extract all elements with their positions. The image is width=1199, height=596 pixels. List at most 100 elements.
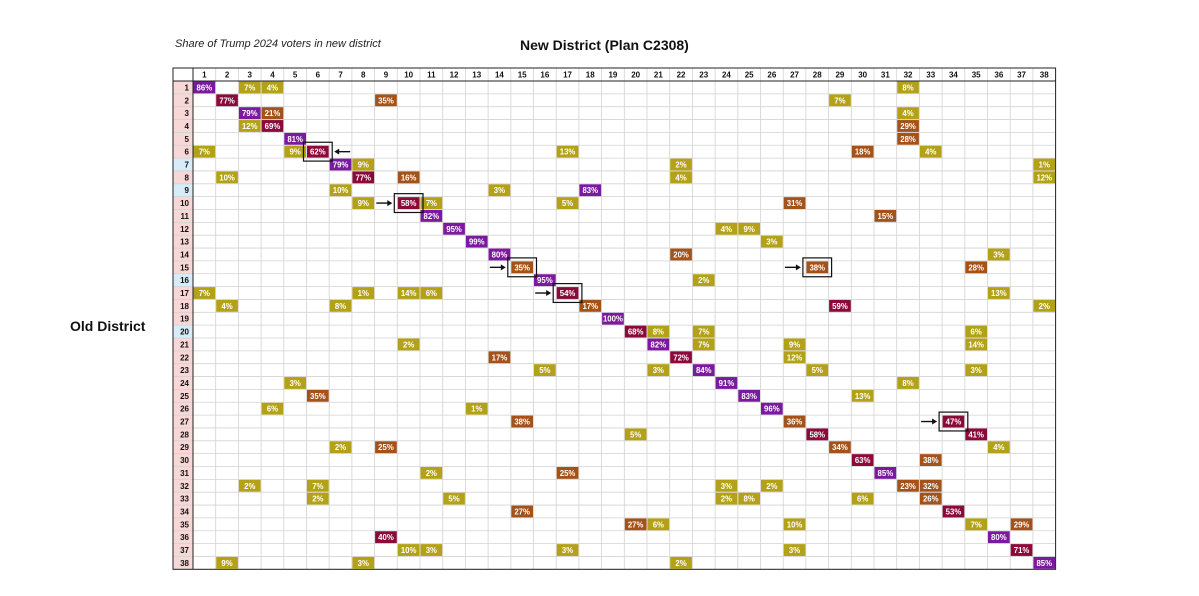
cell-value-label: 29% <box>1014 520 1030 529</box>
heatmap-cell <box>352 197 375 209</box>
column-tick-label: 2 <box>225 71 230 80</box>
cell-value-label: 83% <box>582 186 598 195</box>
cell-value-label: 12% <box>787 353 803 362</box>
heatmap-cell <box>715 222 738 235</box>
heatmap-cell <box>579 184 602 197</box>
heatmap-cell <box>670 171 692 184</box>
heatmap-cell <box>624 518 647 531</box>
cell-value-label: 6% <box>426 289 437 298</box>
heatmap-cell <box>579 299 602 312</box>
cell-value-label: 68% <box>628 328 644 337</box>
row-tick-label: 28 <box>180 430 189 439</box>
heatmap-cell <box>942 505 965 518</box>
row-header-cell <box>173 556 193 570</box>
cell-value-label: 4% <box>221 302 232 311</box>
cell-value-label: 80% <box>492 250 508 259</box>
heatmap-cell <box>851 492 874 505</box>
cell-value-label: 99% <box>469 238 485 247</box>
heatmap-cell <box>329 441 352 454</box>
row-tick-label: 29 <box>180 443 189 452</box>
heatmap-cell <box>488 248 511 261</box>
column-tick-label: 26 <box>767 71 776 80</box>
cell-value-label: 4% <box>675 173 686 182</box>
cell-value-label: 13% <box>560 148 576 157</box>
heatmap-cell <box>556 197 579 209</box>
cell-value-label: 14% <box>968 340 984 349</box>
cell-value-label: 23% <box>900 482 916 491</box>
cell-value-label: 77% <box>219 96 235 105</box>
cell-value-label: 38% <box>923 456 939 465</box>
column-tick-label: 17 <box>563 71 572 80</box>
cell-value-label: 2% <box>244 482 255 491</box>
heatmap-cell <box>692 325 715 338</box>
cell-value-label: 20% <box>673 250 689 259</box>
cell-value-label: 58% <box>401 199 417 208</box>
cell-value-label: 3% <box>290 379 301 388</box>
heatmap-cell <box>670 351 692 364</box>
heatmap-cell <box>670 556 692 569</box>
row-tick-label: 22 <box>180 353 189 362</box>
column-tick-label: 27 <box>790 71 799 80</box>
cell-value-label: 9% <box>358 199 369 208</box>
cell-value-label: 95% <box>537 276 553 285</box>
cell-value-label: 9% <box>358 161 369 170</box>
row-tick-label: 25 <box>180 392 189 401</box>
cell-value-label: 6% <box>267 405 278 414</box>
cell-value-label: 35% <box>310 392 326 401</box>
row-header-cell <box>173 119 193 133</box>
heatmap-cell <box>761 235 783 248</box>
cell-value-label: 9% <box>221 559 232 568</box>
heatmap-cell <box>307 389 329 402</box>
column-tick-label: 9 <box>384 71 389 80</box>
heatmap-cell <box>488 351 511 364</box>
row-header-cell <box>173 222 193 236</box>
cell-value-label: 28% <box>900 135 916 144</box>
column-tick-label: 14 <box>495 71 504 80</box>
chart-subtitle: Share of Trump 2024 voters in new distri… <box>175 38 381 50</box>
heatmap-cell <box>284 132 306 145</box>
cell-value-label: 5% <box>448 495 459 504</box>
heatmap-cell <box>988 248 1010 261</box>
column-tick-label: 20 <box>631 71 640 80</box>
cell-value-label: 13% <box>855 392 871 401</box>
heatmap-cell <box>216 556 238 569</box>
heatmap-cell <box>647 325 670 338</box>
cell-value-label: 9% <box>290 148 301 157</box>
cell-value-label: 1% <box>471 405 482 414</box>
row-tick-label: 27 <box>180 418 189 427</box>
cell-value-label: 2% <box>721 495 732 504</box>
cell-value-label: 41% <box>968 430 984 439</box>
column-tick-label: 30 <box>858 71 867 80</box>
cell-value-label: 1% <box>1039 161 1050 170</box>
heatmap-cell <box>965 261 987 274</box>
row-header-cell <box>173 350 193 364</box>
row-header-cell <box>173 132 193 146</box>
heatmap-cell <box>1033 171 1056 184</box>
row-tick-label: 31 <box>180 469 189 478</box>
cell-value-label: 6% <box>971 328 982 337</box>
cell-value-label: 8% <box>744 495 755 504</box>
cell-value-label: 10% <box>219 173 235 182</box>
cell-value-label: 2% <box>403 340 414 349</box>
heatmap-cell <box>783 351 806 364</box>
cell-value-label: 3% <box>562 546 573 555</box>
heatmap-cell <box>352 287 375 299</box>
heatmap-cell <box>397 171 420 184</box>
heatmap-cell <box>238 107 261 120</box>
heatmap-cell <box>783 518 806 531</box>
arrow-head-icon <box>546 290 552 297</box>
heatmap-cell <box>511 505 533 518</box>
heatmap-cell <box>465 402 488 415</box>
cell-value-label: 79% <box>333 161 349 170</box>
cell-value-label: 3% <box>971 366 982 375</box>
column-tick-label: 33 <box>926 71 935 80</box>
heatmap-cell <box>420 287 443 299</box>
highlight-box <box>302 141 333 162</box>
cell-value-label: 18% <box>855 148 871 157</box>
cell-value-label: 81% <box>287 135 303 144</box>
cell-value-label: 28% <box>968 263 984 272</box>
row-header-cell <box>173 363 193 377</box>
row-header-cell <box>173 248 193 261</box>
column-tick-label: 5 <box>293 71 298 80</box>
